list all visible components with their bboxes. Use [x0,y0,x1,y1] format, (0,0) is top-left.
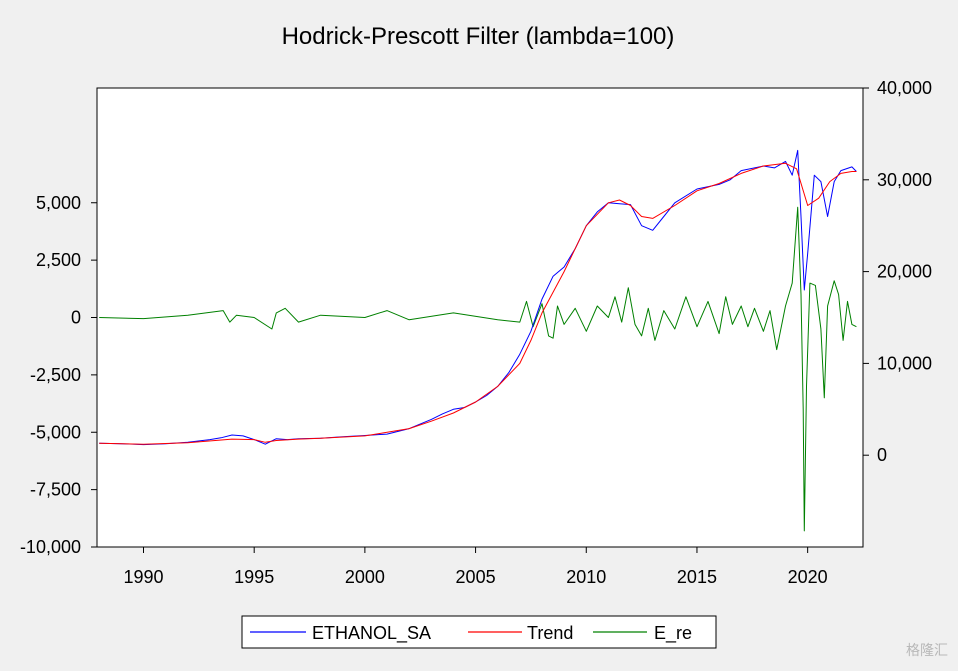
x-tick-label-1990: 1990 [123,567,163,587]
axes-group: 1990 1995 2000 2005 2010 2015 2020 -10,000 -7,50… [20,78,932,587]
right-tick-label-2: 20,000 [877,262,932,282]
legend-label-e-re: E_re [654,623,692,644]
legend-label-trend: Trend [527,623,573,643]
left-tick-label-2: -5,000 [30,422,81,442]
chart-title: Hodrick-Prescott Filter (lambda=100) [282,23,675,50]
left-tick-label-6: 5,000 [36,193,81,213]
series-line-trend [99,162,857,445]
series-group [99,149,857,532]
x-tick-label-2015: 2015 [677,567,717,587]
right-tick-label-0: 0 [877,445,887,465]
right-tick-label-4: 40,000 [877,78,932,98]
series-line-ethanol-sa [99,149,857,446]
x-tick-label-1995: 1995 [234,567,274,587]
left-tick-label-0: -10,000 [20,537,81,557]
left-tick-label-3: -2,500 [30,365,81,385]
left-tick-label-5: 2,500 [36,250,81,270]
x-tick-label-2020: 2020 [788,567,828,587]
watermark-text: 格隆汇 [906,643,948,659]
legend: ETHANOL_SA Trend E_re [241,615,717,649]
x-tick-label-2010: 2010 [566,567,606,587]
left-tick-label-1: -7,500 [30,480,81,500]
left-tick-label-4: 0 [71,308,81,328]
x-tick-label-2005: 2005 [456,567,496,587]
legend-label-ethanol-sa: ETHANOL_SA [312,623,431,644]
series-line-e-re [99,206,857,532]
x-tick-label-2000: 2000 [345,567,385,587]
right-tick-label-3: 30,000 [877,170,932,190]
right-tick-label-1: 10,000 [877,353,932,373]
